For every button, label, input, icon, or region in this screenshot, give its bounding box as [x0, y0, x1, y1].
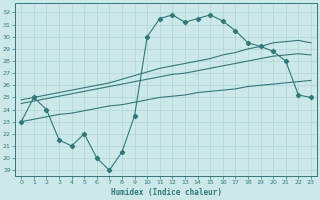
X-axis label: Humidex (Indice chaleur): Humidex (Indice chaleur) [111, 188, 221, 197]
